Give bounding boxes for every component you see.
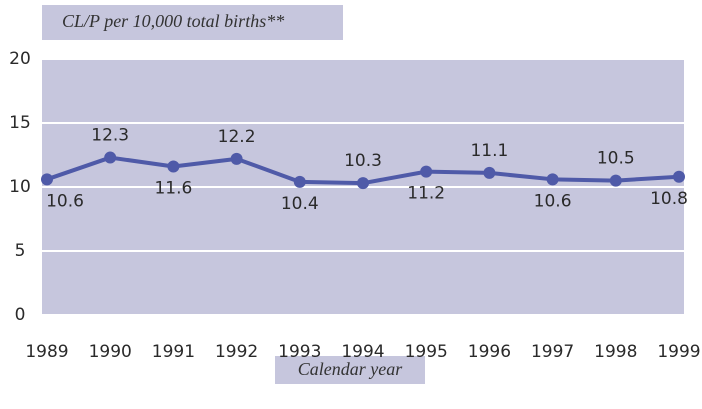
point (167, 160, 180, 173)
x-tick-label: 1998 (594, 342, 637, 362)
point (673, 170, 685, 183)
data-label: 10.6 (534, 191, 572, 211)
data-label: 12.2 (218, 127, 256, 147)
point (41, 173, 53, 186)
point (357, 177, 369, 190)
data-label: 10.5 (597, 149, 635, 169)
y-tick-label: 15 (9, 113, 31, 133)
data-label: 11.1 (470, 141, 508, 161)
x-tick-label: 1994 (341, 342, 384, 362)
data-label: 10.3 (344, 151, 382, 171)
x-tick-label: 1993 (278, 342, 321, 362)
x-tick-label: 1997 (531, 342, 574, 362)
y-tick-label: 10 (9, 177, 31, 197)
point (483, 166, 496, 179)
point (420, 165, 433, 178)
point (230, 152, 243, 165)
point (104, 151, 117, 164)
data-label: 11.2 (407, 184, 445, 204)
data-label: 12.3 (91, 126, 129, 146)
x-label-box (275, 356, 425, 384)
point (609, 174, 622, 187)
title-box (42, 5, 343, 40)
x-tick-label: 1992 (215, 342, 258, 362)
x-tick-label: 1995 (405, 342, 448, 362)
x-tick-label: 1996 (468, 342, 511, 362)
x-tick-label: 1999 (657, 342, 700, 362)
chart-title: CL/P per 10,000 total births** (62, 11, 284, 31)
y-tick-label: 0 (15, 305, 26, 325)
point (293, 175, 306, 188)
x-tick-label: 1991 (152, 342, 195, 362)
x-tick-label: 1989 (25, 342, 68, 362)
y-tick-label: 5 (15, 241, 26, 261)
data-label: 10.4 (281, 194, 319, 214)
data-label: 10.6 (46, 191, 84, 211)
x-tick-label: 1990 (89, 342, 132, 362)
x-axis-label: Calendar year (298, 359, 403, 379)
data-label: 11.6 (154, 179, 192, 199)
point (546, 173, 559, 186)
y-tick-label: 20 (9, 49, 31, 69)
data-label: 10.8 (650, 189, 688, 209)
